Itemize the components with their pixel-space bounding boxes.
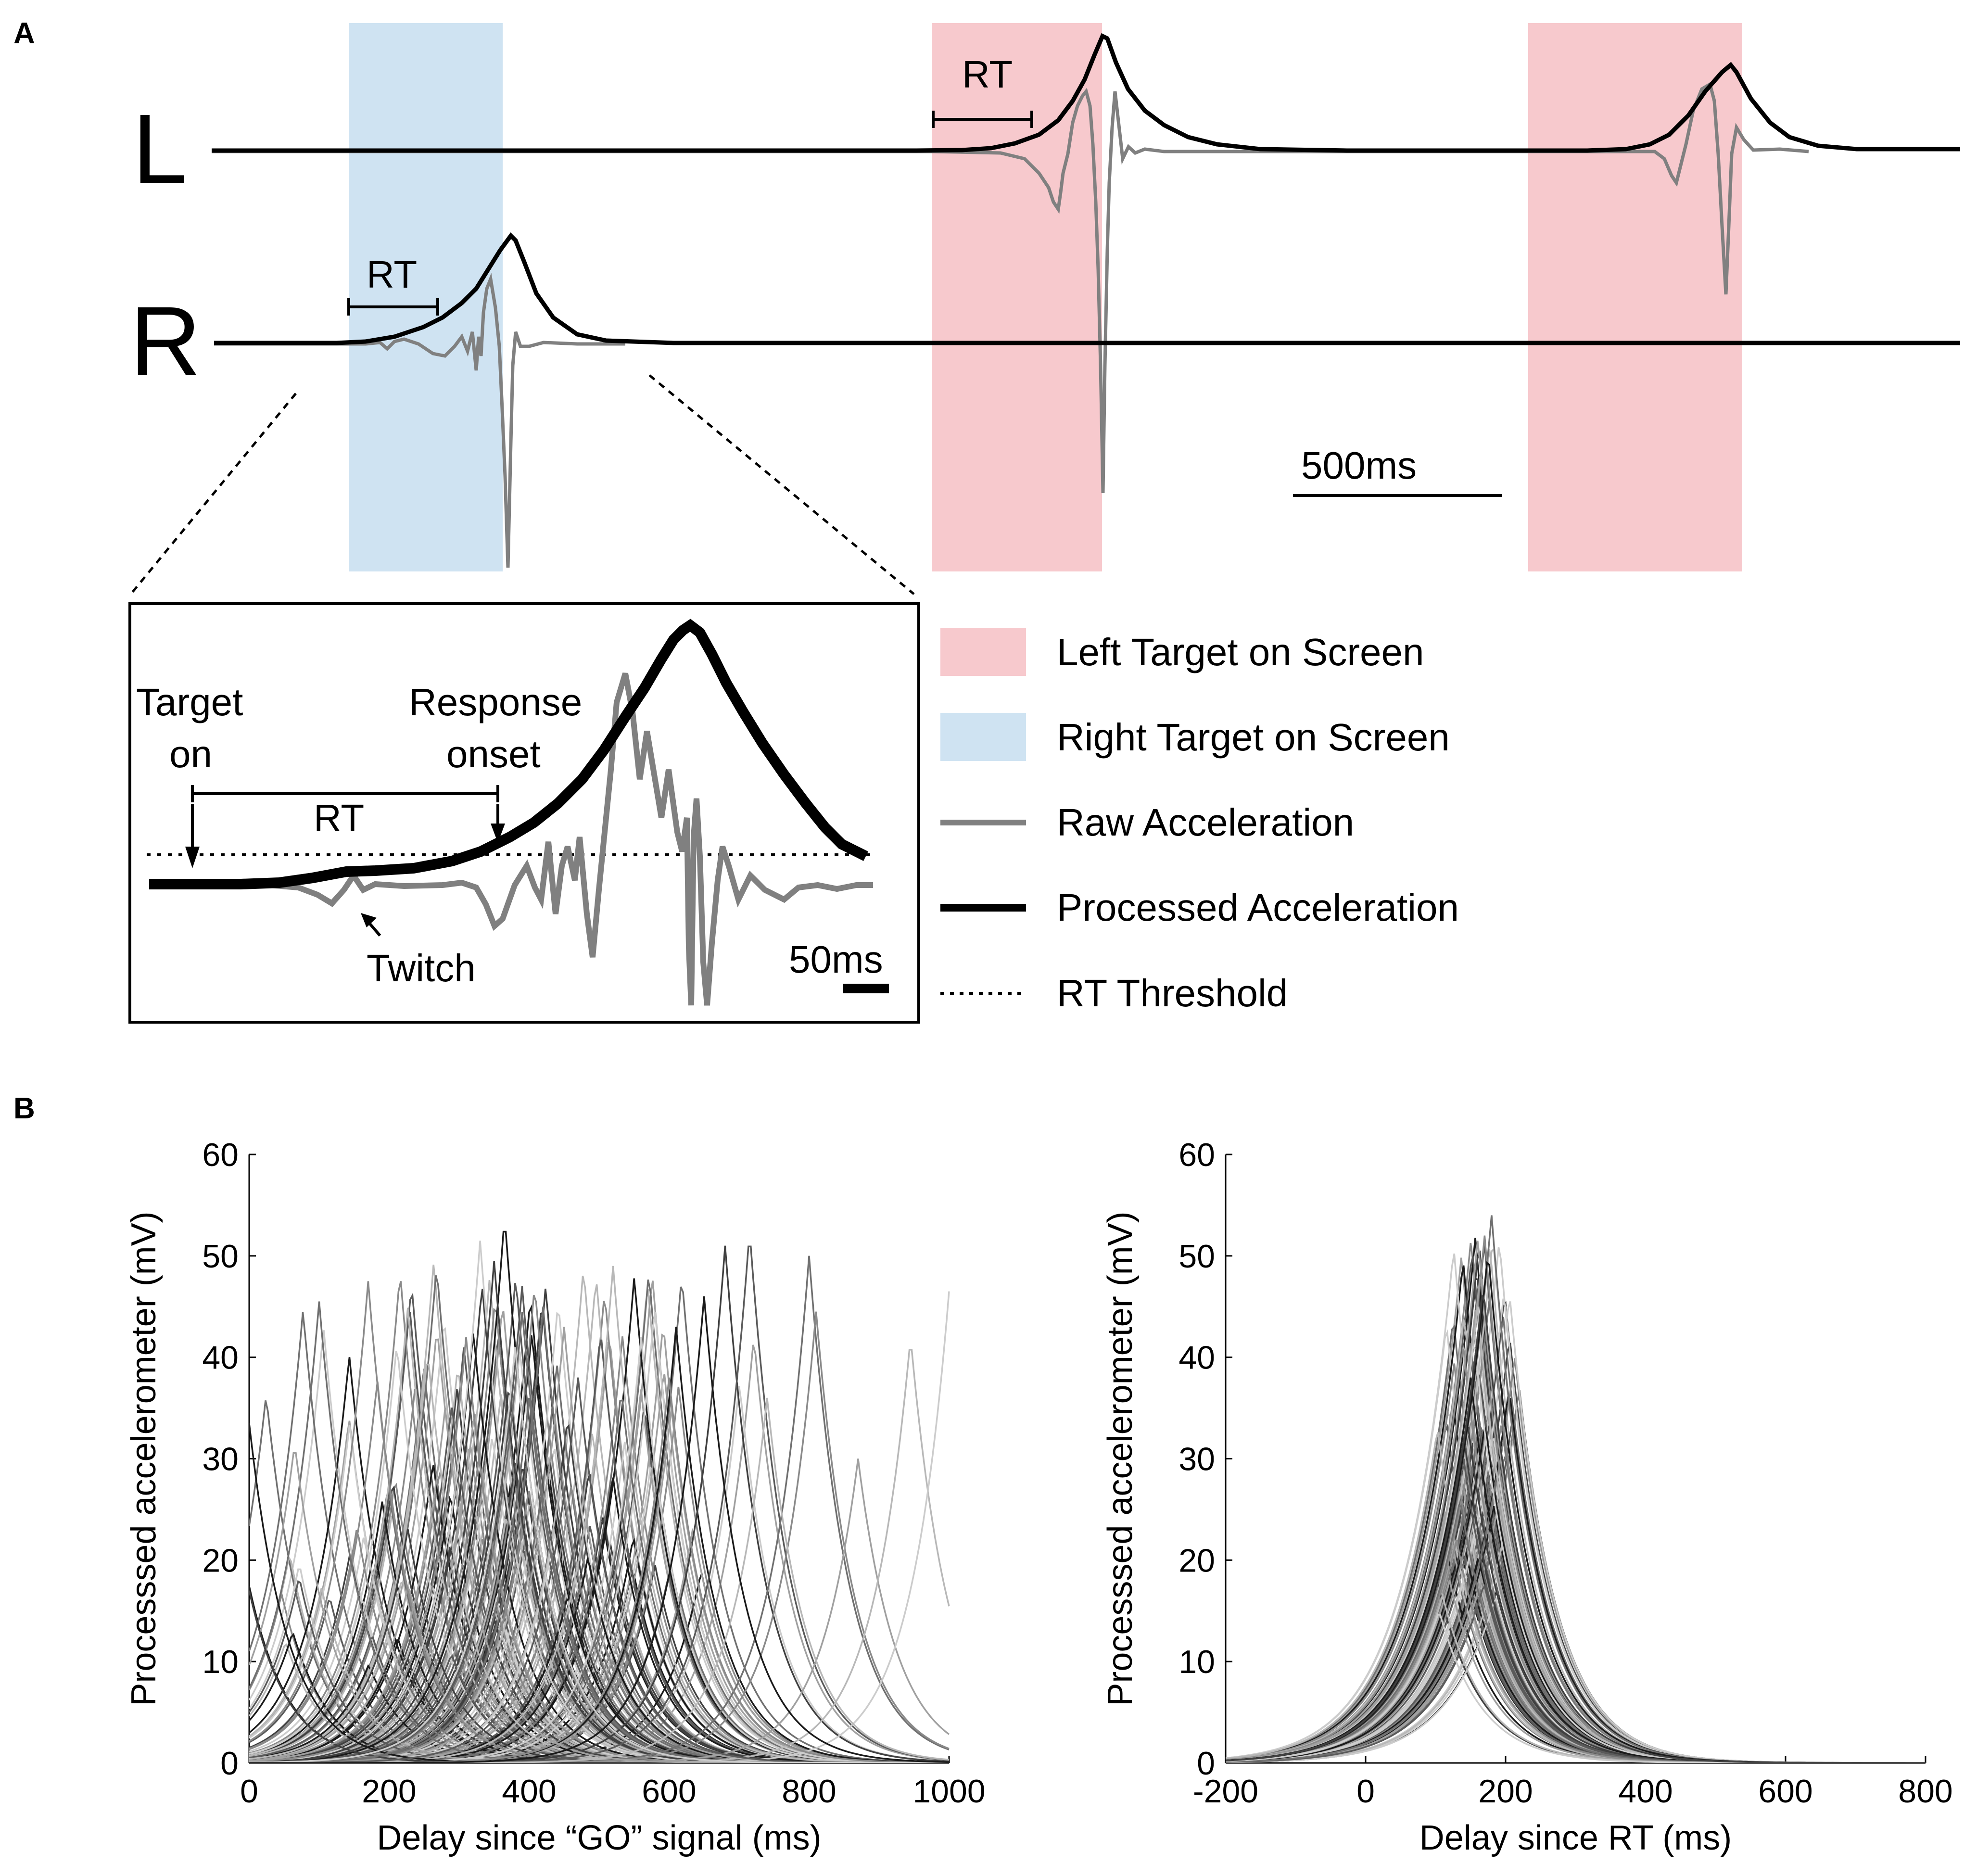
legend-swatch-right-target <box>940 713 1026 761</box>
legend-swatch-left-target <box>940 628 1026 676</box>
chart-right-ytick-label: 50 <box>1178 1238 1215 1275</box>
rt-label-right: RT <box>962 53 1013 96</box>
chart-right-aligned-1 <box>1226 1215 1926 1763</box>
chart-right-xlabel: Delay since RT (ms) <box>1419 1819 1732 1857</box>
legend-label-raw: Raw Acceleration <box>1057 801 1354 844</box>
chart-left-xtick-label: 600 <box>642 1773 696 1810</box>
zoom-line-right <box>648 374 915 595</box>
chart-right-trace-fill <box>1226 1298 1926 1763</box>
trace-left-label: L <box>132 94 187 204</box>
inset-processed-trace <box>149 619 868 889</box>
chart-left-ytick-label: 20 <box>202 1542 239 1579</box>
chart-left-ytick-label: 50 <box>202 1238 239 1275</box>
chart-right-ytick-label: 10 <box>1178 1644 1215 1680</box>
chart-left-traces <box>249 1230 950 1763</box>
inset: RT Target on Response onset Twitch 50ms <box>128 602 920 1024</box>
chart-left-xtick-label: 400 <box>502 1773 556 1810</box>
response-onset-arrow <box>491 804 505 843</box>
right-target-window <box>349 23 503 571</box>
chart-right-ytick-label: 40 <box>1178 1340 1215 1376</box>
chart-right-ytick-label: 0 <box>1197 1745 1215 1782</box>
chart-right-traces <box>1226 1215 1926 1763</box>
legend-label-processed: Processed Acceleration <box>1057 886 1459 929</box>
chart-left-trial-28 <box>249 1397 950 1763</box>
rt-bracket-right <box>932 111 1033 128</box>
chart-right-trace-fill <box>1226 1288 1926 1763</box>
chart-right-trace-fill <box>1226 1283 1926 1763</box>
chart-right-xtick-label: 0 <box>1356 1773 1375 1810</box>
chart-right-xtick-label: -200 <box>1193 1773 1258 1810</box>
chart-left-xlabel: Delay since “GO” signal (ms) <box>377 1819 821 1857</box>
chart-right-trace-fill <box>1226 1300 1926 1763</box>
legend-label-threshold: RT Threshold <box>1057 972 1288 1014</box>
trace-right-label: R <box>130 286 201 396</box>
target-on-arrow <box>185 804 200 868</box>
chart-right-ylabel: Processsed accelerometer (mV) <box>1101 1211 1140 1706</box>
chart-left-trial-30 <box>249 1296 950 1763</box>
right-processed-trace <box>214 232 1960 345</box>
chart-right-aligned-13 <box>1226 1613 1926 1763</box>
legend-label-left-target: Left Target on Screen <box>1057 631 1424 673</box>
chart-right-trace-fill <box>1226 1390 1926 1763</box>
legend-label-right-target: Right Target on Screen <box>1057 716 1450 759</box>
right-raw-trace <box>214 273 625 568</box>
chart-right-ytick-label: 20 <box>1178 1542 1215 1579</box>
chart-left-xtick-label: 800 <box>782 1773 836 1810</box>
left-raw-trace <box>212 81 1809 494</box>
target-on-label-line2: on <box>169 733 212 775</box>
twitch-label: Twitch <box>367 947 476 989</box>
chart-right-trace-fill <box>1226 1324 1926 1763</box>
target-on-label-line1: Target <box>136 681 243 723</box>
chart-right-ytick-label: 60 <box>1178 1137 1215 1173</box>
chart-right-aligned-15 <box>1226 1295 1926 1763</box>
chart-right-xtick-label: 400 <box>1618 1773 1673 1810</box>
chart-right-trace-fill <box>1226 1390 1926 1763</box>
panel-b-letter: B <box>13 1092 35 1125</box>
chart-left-ytick-label: 10 <box>202 1644 239 1680</box>
rt-label-left: RT <box>367 253 417 296</box>
chart-left-ytick-label: 40 <box>202 1340 239 1376</box>
inset-rt-label: RT <box>314 797 364 839</box>
chart-left-trial-29 <box>249 1347 949 1763</box>
legend: Left Target on Screen Right Target on Sc… <box>940 628 1459 1014</box>
chart-right-trace-fill <box>1226 1301 1926 1763</box>
chart-left-ylabel: Processsed accelerometer (mV) <box>125 1211 163 1706</box>
chart-right-trace-fill <box>1226 1301 1926 1763</box>
zoom-line-left <box>130 393 297 595</box>
chart-right-xtick-label: 600 <box>1758 1773 1812 1810</box>
chart-right-xtick-label: 800 <box>1898 1773 1952 1810</box>
twitch-arrow <box>361 913 381 937</box>
chart-left-trace-fill <box>249 1307 949 1763</box>
chart-right-trace-fill <box>1226 1348 1926 1763</box>
inset-rt-bracket <box>191 785 499 802</box>
panel-a-letter: A <box>13 17 35 50</box>
chart-right-xtick-label: 200 <box>1478 1773 1533 1810</box>
rt-bracket-left <box>347 298 439 316</box>
left-target-window-2 <box>1528 23 1742 571</box>
scale-bar-label: 500ms <box>1301 444 1417 487</box>
response-onset-label-line2: onset <box>446 733 541 775</box>
chart-left-ytick-label: 0 <box>220 1745 239 1782</box>
inset-frame <box>128 602 920 1024</box>
chart-left-trial-27 <box>249 1407 949 1763</box>
chart-left-ytick-label: 60 <box>202 1137 239 1173</box>
chart-left-xtick-label: 200 <box>362 1773 416 1810</box>
chart-left-xtick-label: 1000 <box>912 1773 985 1810</box>
chart-right-trace-fill <box>1226 1395 1926 1763</box>
chart-left-ytick-label: 30 <box>202 1441 239 1478</box>
chart-left-xtick-label: 0 <box>240 1773 258 1810</box>
response-onset-label-line1: Response <box>409 681 582 723</box>
left-processed-trace <box>212 33 1960 153</box>
chart-right-ytick-label: 30 <box>1178 1441 1215 1478</box>
inset-scale-label: 50ms <box>789 938 883 981</box>
chart-left-trial-18 <box>249 1311 950 1763</box>
